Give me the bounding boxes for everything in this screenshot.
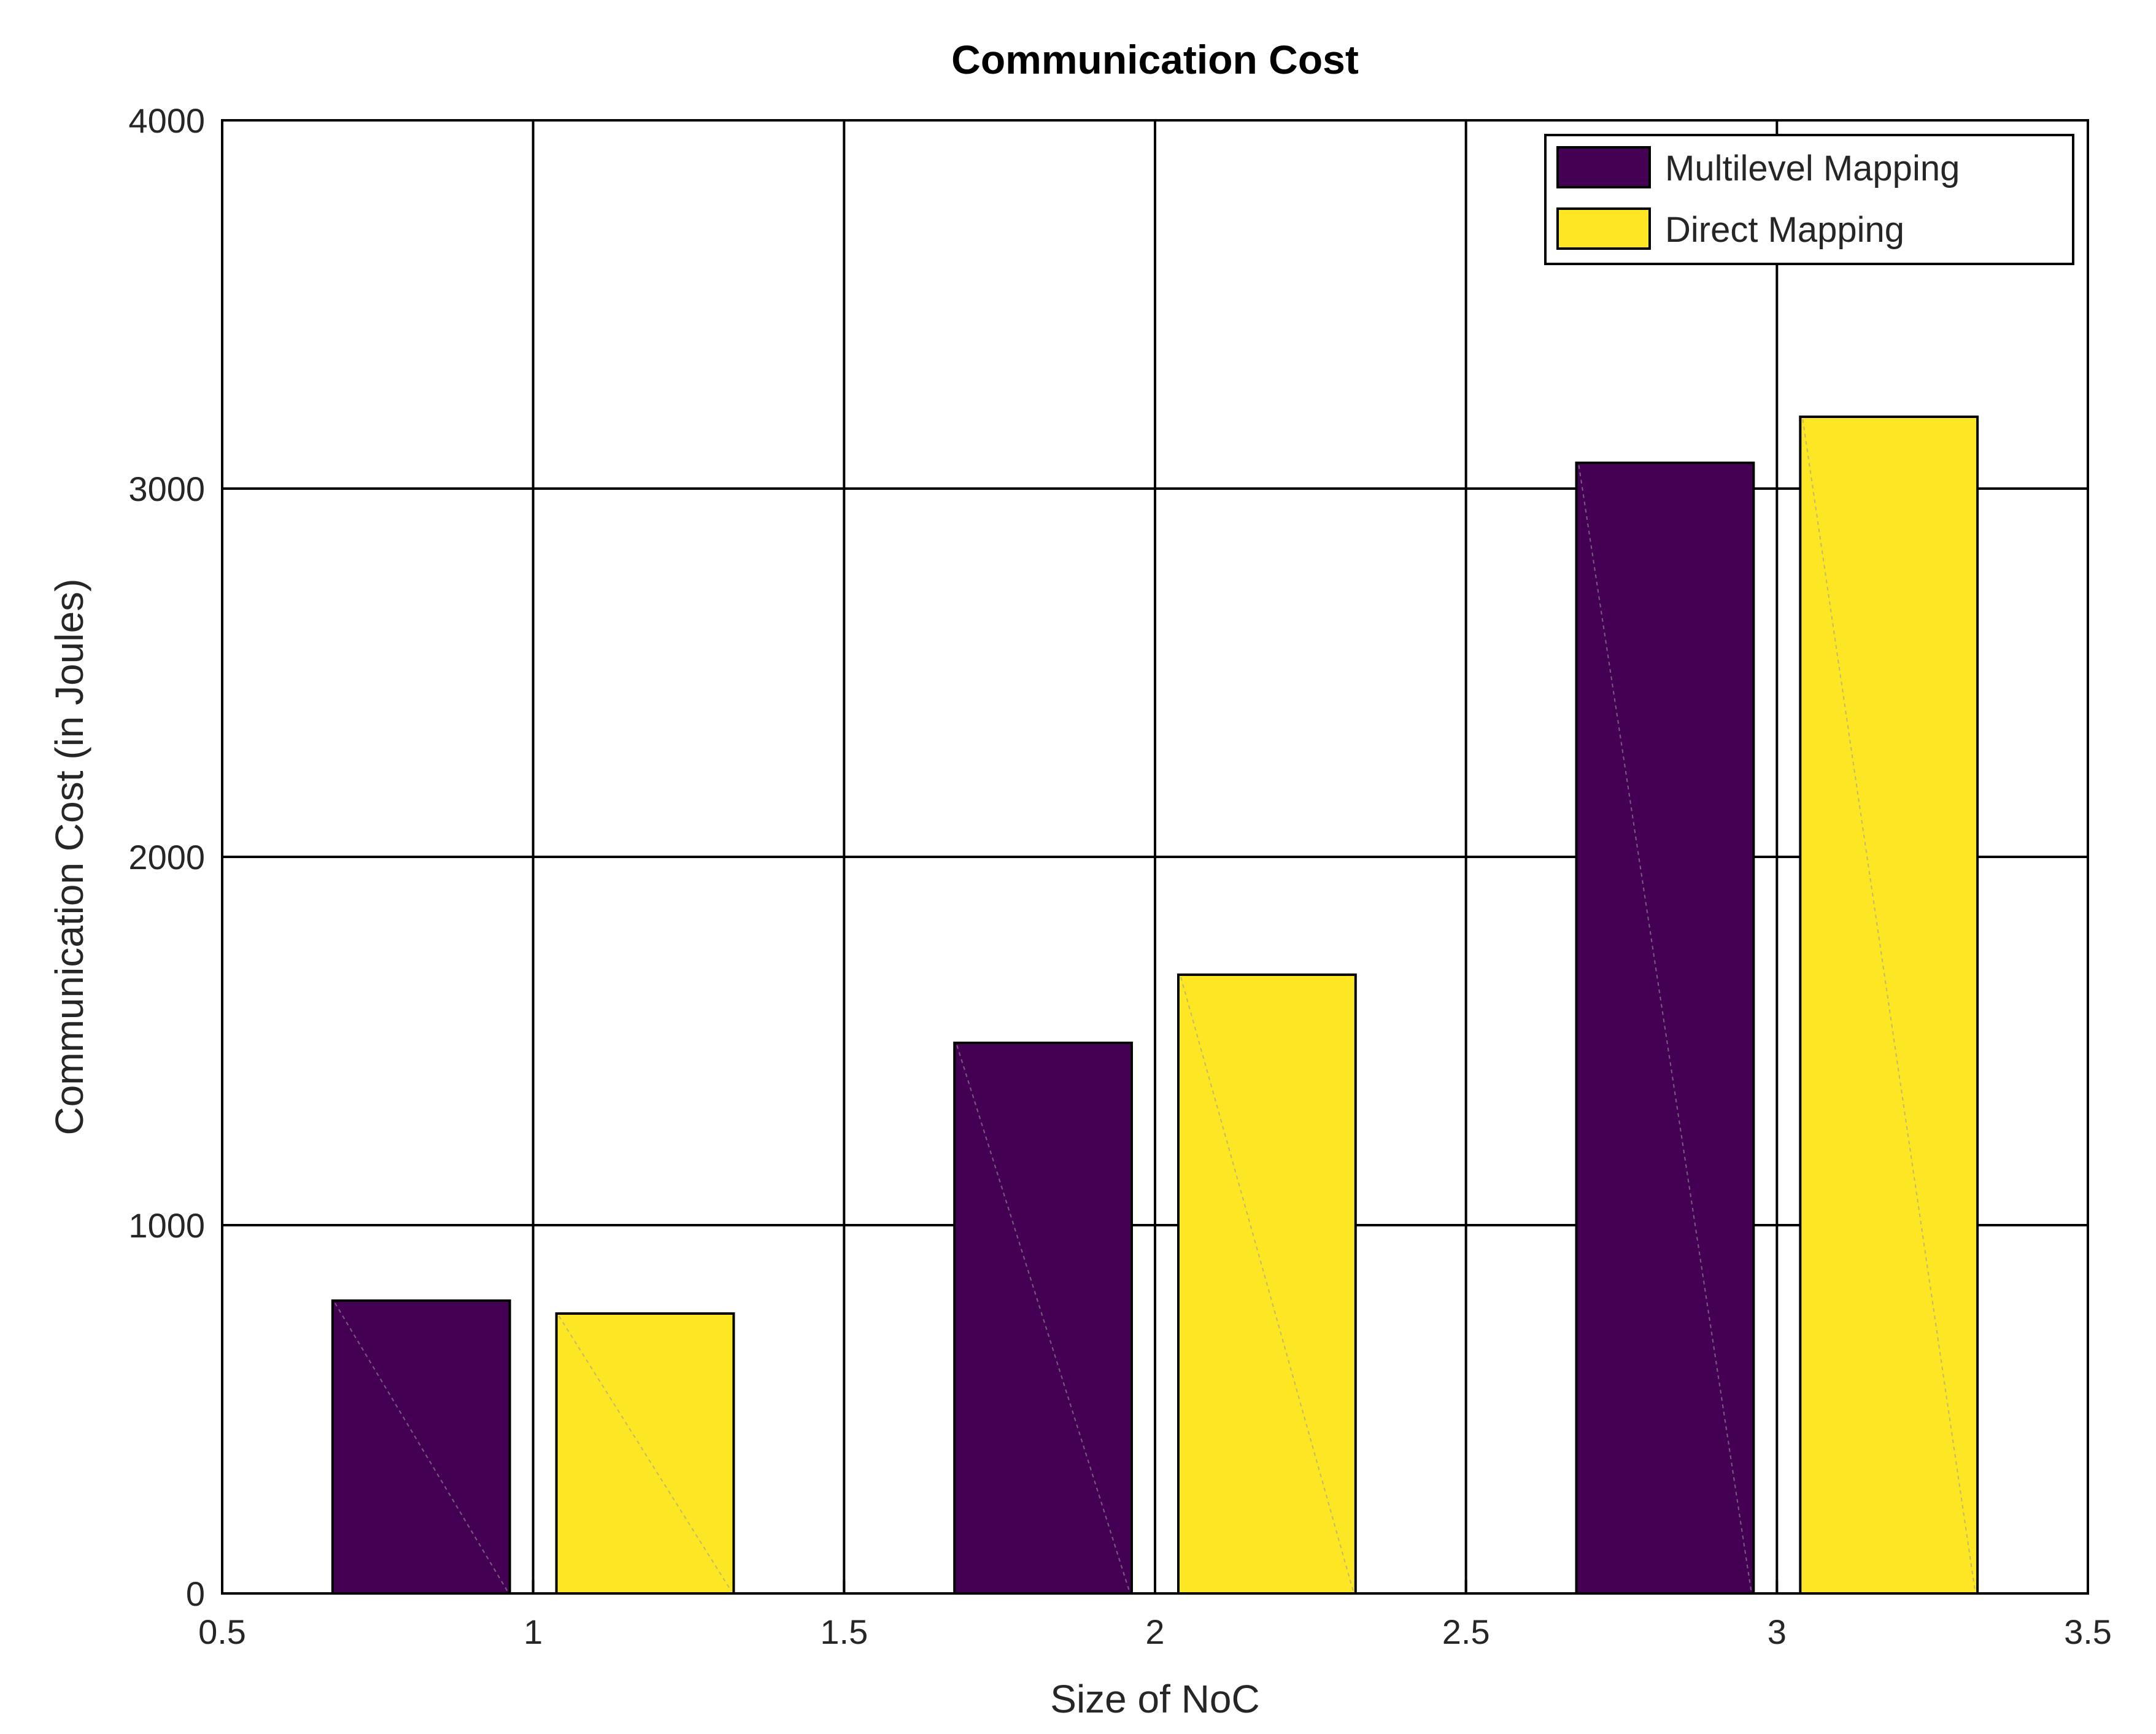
bar-multilevel-3 — [1575, 462, 1755, 1595]
legend-swatch — [1556, 146, 1651, 188]
y-tick-label: 2000 — [128, 838, 205, 877]
legend-swatch — [1556, 207, 1651, 250]
x-axis-label: Size of NoC — [1050, 1677, 1259, 1721]
legend-label: Multilevel Mapping — [1665, 149, 1960, 188]
chart-title: Communication Cost — [951, 37, 1359, 82]
bars — [331, 416, 1979, 1595]
x-tick-label: 0.5 — [198, 1612, 246, 1651]
tick-labels: 0.5 1 1.5 2 2.5 3 3.5 0 1000 2000 3000 4000 — [128, 101, 2112, 1651]
x-tick-label: 1.5 — [820, 1612, 868, 1651]
x-tick-label: 3.5 — [2064, 1612, 2112, 1651]
y-axis-label: Communication Cost (in Joules) — [47, 579, 91, 1136]
x-tick-label: 3 — [1768, 1612, 1787, 1651]
bar-hatch-line — [1578, 465, 1752, 1592]
legend: Multilevel Mapping Direct Mapping — [1544, 134, 2074, 265]
bar-hatch-line — [558, 1315, 732, 1592]
y-tick-label: 4000 — [128, 101, 205, 140]
bar-multilevel-2 — [953, 1042, 1133, 1595]
x-tick-label: 1 — [524, 1612, 543, 1651]
bar-hatch-line — [1180, 977, 1354, 1592]
x-tick-label: 2.5 — [1442, 1612, 1490, 1651]
y-tick-label: 0 — [186, 1574, 205, 1613]
x-tick-label: 2 — [1145, 1612, 1164, 1651]
legend-label: Direct Mapping — [1665, 210, 1904, 250]
y-tick-label: 1000 — [128, 1206, 205, 1245]
y-tick-label: 3000 — [128, 470, 205, 508]
bar-hatch-line — [1802, 419, 1976, 1592]
